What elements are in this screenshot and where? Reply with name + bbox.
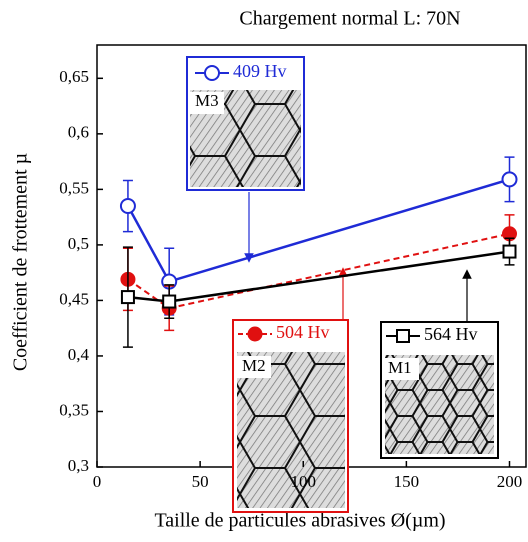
y-tick-label: 0,35 <box>59 400 89 419</box>
chart-title: Chargement normal L: 70N <box>239 8 460 30</box>
inset-m3 <box>186 56 305 191</box>
inset-label: M3 <box>195 91 219 110</box>
marker <box>247 326 263 342</box>
inset-m1 <box>380 321 499 459</box>
series-line <box>126 178 510 284</box>
marker <box>120 290 135 305</box>
inset-m2 <box>232 319 349 513</box>
inset-label: M2 <box>242 356 266 375</box>
y-tick-label: 0,45 <box>59 289 89 308</box>
series-line <box>127 232 510 310</box>
marker <box>119 198 136 215</box>
y-tick-label: 0,65 <box>59 67 89 86</box>
x-tick-label: 150 <box>394 472 420 491</box>
x-tick-label: 50 <box>192 472 209 491</box>
inset-label: M1 <box>388 358 412 377</box>
legend-label: 504 Hv <box>276 322 330 342</box>
y-axis-label: Coefficient de frottement µ <box>10 153 32 371</box>
y-tick-label: 0,5 <box>68 234 89 253</box>
y-tick-label: 0,55 <box>59 178 89 197</box>
y-tick-label: 0,6 <box>68 123 89 142</box>
legend-label: 564 Hv <box>424 324 478 344</box>
x-axis-label: Taille de particules abrasives Ø(µm) <box>154 510 445 532</box>
marker <box>502 244 517 259</box>
x-tick-label: 200 <box>497 472 523 491</box>
legend-label: 409 Hv <box>233 61 287 81</box>
x-tick-label: 100 <box>291 472 317 491</box>
y-tick-label: 0,4 <box>68 345 90 364</box>
y-tick-label: 0,3 <box>68 456 89 475</box>
x-tick-label: 0 <box>93 472 102 491</box>
marker <box>501 171 518 188</box>
marker <box>396 329 410 343</box>
marker <box>162 294 177 309</box>
marker <box>204 65 220 81</box>
